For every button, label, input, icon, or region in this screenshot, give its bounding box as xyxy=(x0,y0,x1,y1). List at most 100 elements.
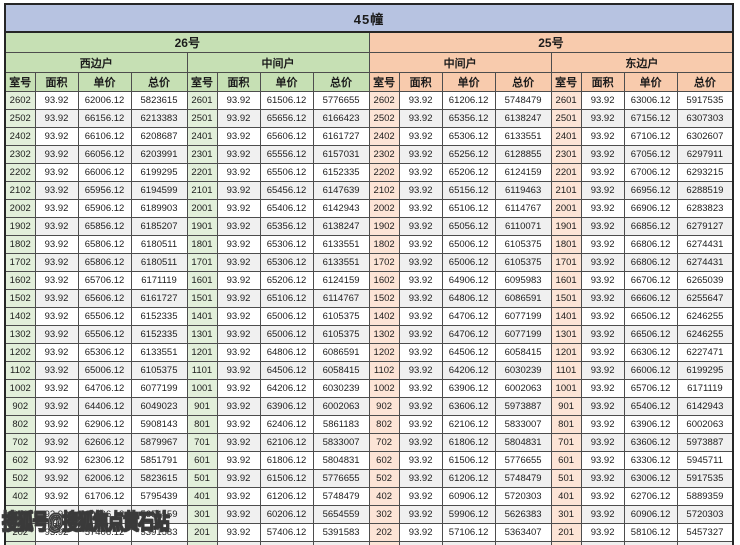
unit-price-cell: 64906.12 xyxy=(441,271,496,290)
room-cell: 1602 xyxy=(4,271,36,290)
unit-price-cell: 67106.12 xyxy=(623,127,678,146)
area-cell: 93.92 xyxy=(398,127,443,146)
unit-price-cell: 63606.12 xyxy=(441,397,496,416)
unit-price-cell: 64706.12 xyxy=(441,325,496,344)
total-price-cell: 5861183 xyxy=(312,415,370,434)
area-cell: 93.92 xyxy=(398,343,443,362)
total-price-cell: 6049023 xyxy=(130,397,188,416)
room-cell: 2002 xyxy=(4,199,36,218)
room-cell: 1002 xyxy=(368,379,400,398)
unit-price-cell: 66606.12 xyxy=(623,289,678,308)
total-price-cell: 6095983 xyxy=(494,271,552,290)
room-cell: 1501 xyxy=(186,289,218,308)
room-cell: 901 xyxy=(550,397,582,416)
area-cell: 93.92 xyxy=(398,199,443,218)
area-cell: 93.92 xyxy=(580,127,625,146)
room-cell: 302 xyxy=(368,505,400,524)
watermark: 搜狐号@搜狐焦点黄石站 xyxy=(2,510,171,534)
total-price-cell: 6133551 xyxy=(130,343,188,362)
total-price-cell: 6133551 xyxy=(312,235,370,254)
area-cell: 93.92 xyxy=(34,415,79,434)
area-cell: 93.92 xyxy=(216,415,261,434)
area-cell: 93.92 xyxy=(580,451,625,470)
room-cell: 902 xyxy=(4,397,36,416)
area-cell: 93.92 xyxy=(34,181,79,200)
area-cell: 93.92 xyxy=(398,397,443,416)
table-row: 2302 93.92 66056.12 6203991 2301 93.92 65556.1… xyxy=(4,145,734,164)
total-price-cell: 6279127 xyxy=(676,217,734,236)
unit-price-cell: 65506.12 xyxy=(77,307,132,326)
total-price-cell: 5128607 xyxy=(494,541,552,545)
unit-price-cell: 66506.12 xyxy=(623,325,678,344)
area-cell: 93.92 xyxy=(34,271,79,290)
area-cell: 93.92 xyxy=(34,253,79,272)
room-cell: 1802 xyxy=(368,235,400,254)
table-row: 2202 93.92 66006.12 6199295 2201 93.92 65506.1… xyxy=(4,163,734,182)
area-cell: 93.92 xyxy=(216,91,261,110)
area-cell: 93.92 xyxy=(580,415,625,434)
unit-price-cell: 65106.12 xyxy=(259,289,314,308)
area-cell: 93.92 xyxy=(34,91,79,110)
area-cell: 93.92 xyxy=(216,307,261,326)
column-header: 面积 xyxy=(34,72,79,92)
total-price-cell: 6180511 xyxy=(130,235,188,254)
room-cell: 1202 xyxy=(4,343,36,362)
total-price-cell: 6255647 xyxy=(676,289,734,308)
unit-price-cell: 65506.12 xyxy=(77,325,132,344)
unit-price-cell: 66856.12 xyxy=(623,217,678,236)
area-cell: 93.92 xyxy=(398,505,443,524)
area-cell: 93.92 xyxy=(398,217,443,236)
price-table-head: 26号 25号 西边户 中间户 中间户 东边户 室号 面积 单价 总价 室号 面积 单价 总价 室号 面积 单价… xyxy=(4,31,734,92)
column-header-row: 室号 面积 单价 总价 室号 面积 单价 总价 室号 面积 单价 总价 室号 面积 单价 总价 xyxy=(4,72,734,92)
table-row: 402 93.92 61706.12 5795439 401 93.92 61206.12 5… xyxy=(4,487,734,506)
area-cell: 93.92 xyxy=(216,451,261,470)
area-cell: 93.92 xyxy=(580,307,625,326)
room-cell: 1702 xyxy=(4,253,36,272)
table-row: 1402 93.92 65506.12 6152335 1401 93.92 65006.1… xyxy=(4,307,734,326)
room-cell: 601 xyxy=(186,451,218,470)
room-cell: 2302 xyxy=(368,145,400,164)
area-cell: 93.92 xyxy=(34,451,79,470)
area-cell: 93.92 xyxy=(398,253,443,272)
room-cell: 2302 xyxy=(4,145,36,164)
room-cell: 702 xyxy=(4,433,36,452)
column-header: 总价 xyxy=(494,72,552,92)
room-cell: 1601 xyxy=(186,271,218,290)
total-price-cell: 6274431 xyxy=(676,235,734,254)
room-cell: 1502 xyxy=(4,289,36,308)
total-price-cell: 5626383 xyxy=(494,505,552,524)
column-header: 面积 xyxy=(580,72,625,92)
unit-price-cell: 65606.12 xyxy=(77,289,132,308)
unit-price-cell: 61206.12 xyxy=(259,487,314,506)
unit-price-cell: 66006.12 xyxy=(623,361,678,380)
room-cell: 2202 xyxy=(368,163,400,182)
room-cell: 2102 xyxy=(4,181,36,200)
room-cell: 902 xyxy=(368,397,400,416)
unit-price-cell: 63306.12 xyxy=(623,451,678,470)
total-price-cell: 6077199 xyxy=(494,325,552,344)
area-cell: 93.92 xyxy=(34,289,79,308)
room-cell: 2501 xyxy=(186,109,218,128)
column-header: 单价 xyxy=(259,72,314,92)
unit-price-cell: 64506.12 xyxy=(259,361,314,380)
area-cell: 93.92 xyxy=(398,289,443,308)
total-price-cell: 6194599 xyxy=(130,181,188,200)
room-cell: 2201 xyxy=(186,163,218,182)
area-cell: 93.92 xyxy=(216,199,261,218)
room-cell: 801 xyxy=(186,415,218,434)
total-price-cell: 6288519 xyxy=(676,181,734,200)
total-price-cell: 6246255 xyxy=(676,307,734,326)
area-cell: 93.92 xyxy=(34,199,79,218)
unit-price-cell: 66156.12 xyxy=(77,109,132,128)
unit-price-cell: 65456.12 xyxy=(259,181,314,200)
total-price-cell: 6161727 xyxy=(130,289,188,308)
room-cell: 401 xyxy=(186,487,218,506)
area-cell: 93.92 xyxy=(398,163,443,182)
total-price-cell: 5776655 xyxy=(312,91,370,110)
area-cell: 93.92 xyxy=(398,271,443,290)
unit-price-cell: 65306.12 xyxy=(259,235,314,254)
total-price-cell: 6030239 xyxy=(312,379,370,398)
area-cell: 93.92 xyxy=(34,505,79,524)
total-price-cell: 5795439 xyxy=(130,487,188,506)
